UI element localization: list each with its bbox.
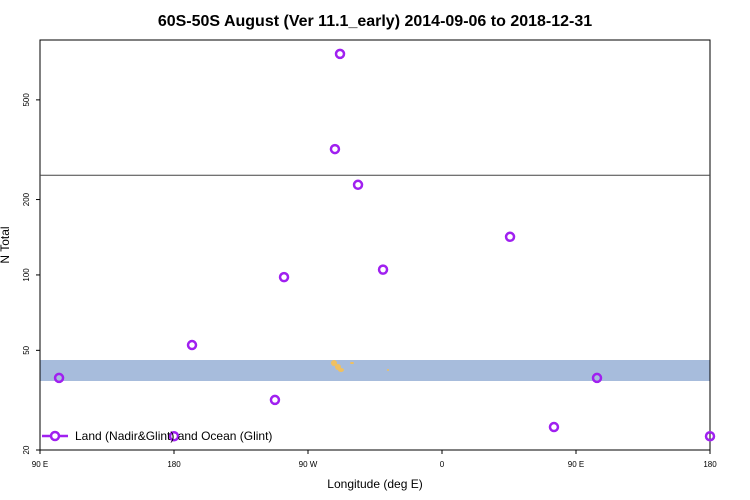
map-band — [40, 360, 710, 381]
legend-marker — [49, 430, 61, 442]
point — [329, 143, 341, 155]
point — [186, 339, 198, 351]
point — [278, 271, 290, 283]
x-tick-label: 180 — [167, 460, 181, 469]
point — [504, 231, 516, 243]
x-tick-label: 90 E — [32, 460, 48, 469]
point — [591, 372, 603, 384]
land-blobs — [331, 360, 389, 372]
y-tick-label: 50 — [22, 345, 31, 354]
point — [334, 48, 346, 60]
point — [53, 372, 65, 384]
x-tick-label: 90 E — [568, 460, 584, 469]
point — [377, 264, 389, 275]
point — [704, 430, 716, 442]
point — [352, 179, 364, 191]
x-tick-label: 180 — [703, 460, 717, 469]
y-tick-label: 100 — [22, 268, 31, 282]
point — [548, 421, 560, 433]
y-tick-label: 500 — [22, 93, 31, 107]
y-tick-label: 200 — [22, 192, 31, 206]
y-tick-label: 20 — [22, 445, 31, 454]
chart-title: 60S-50S August (Ver 11.1_early) 2014-09-… — [158, 13, 592, 30]
y-axis-label: N Total — [0, 226, 12, 263]
point — [269, 394, 281, 406]
point — [168, 430, 180, 442]
plot-frame — [39, 39, 711, 451]
x-tick-label: 90 W — [299, 460, 318, 469]
x-tick-label: 0 — [440, 460, 445, 469]
legend-label: Land (Nadir&Glint) and Ocean (Glint) — [75, 429, 272, 443]
x-axis-label: Longitude (deg E) — [327, 477, 422, 491]
